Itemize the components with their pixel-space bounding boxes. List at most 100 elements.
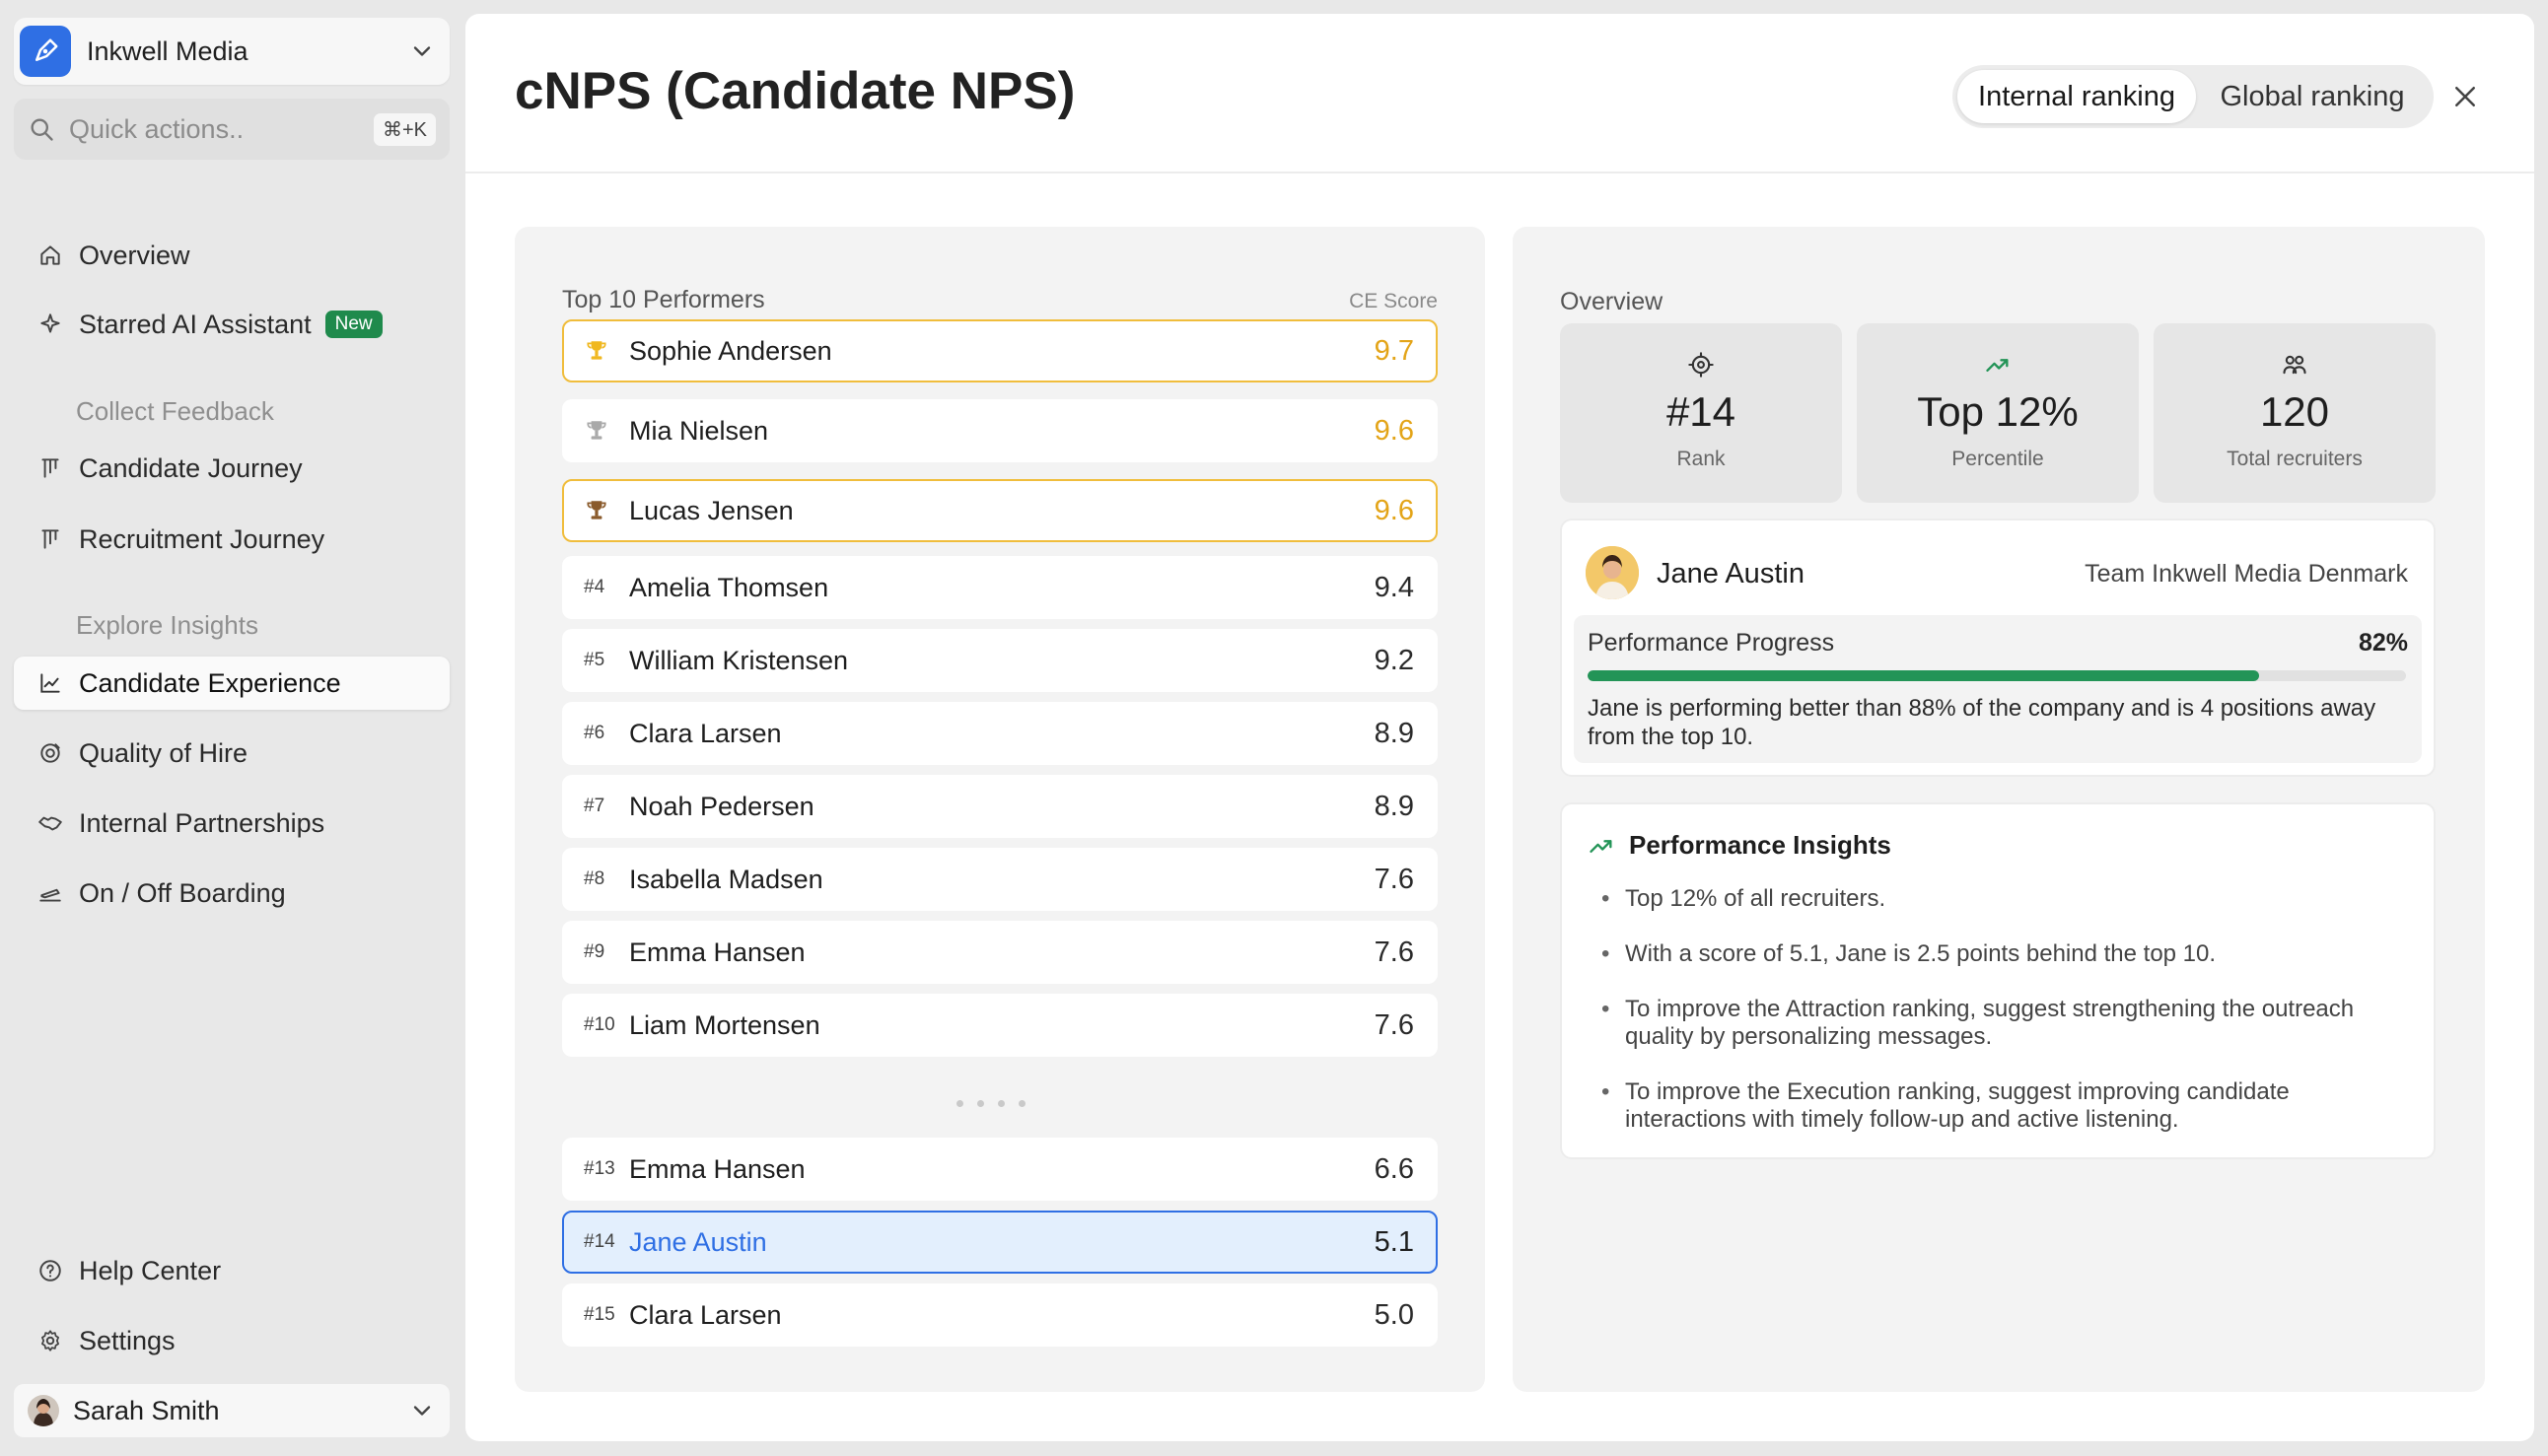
performer-name: Clara Larsen	[629, 1299, 782, 1330]
insights-title: Performance Insights	[1629, 830, 1891, 860]
performer-name: Lucas Jensen	[629, 495, 794, 525]
nav-label: Overview	[79, 240, 190, 270]
leaderboard-row[interactable]: #5 William Kristensen 9.2	[562, 629, 1438, 692]
nav-label: On / Off Boarding	[79, 877, 286, 908]
leaderboard-row[interactable]: #9 Emma Hansen 7.6	[562, 921, 1438, 984]
target-icon	[1688, 352, 1714, 378]
search-icon	[31, 118, 53, 141]
close-button[interactable]	[2443, 75, 2487, 118]
ce-score: 8.9	[1374, 790, 1414, 822]
ce-score: 7.6	[1374, 936, 1414, 968]
leaderboard-row[interactable]: #10 Liam Mortensen 7.6	[562, 994, 1438, 1057]
ce-score: 9.4	[1374, 571, 1414, 603]
nav-label: Candidate Experience	[79, 667, 341, 698]
stat-total-recruiters: 120 Total recruiters	[2154, 323, 2436, 503]
ce-score: 9.7	[1374, 334, 1414, 367]
internal-ranking-tab[interactable]: Internal ranking	[1957, 70, 2196, 123]
recruiter-profile-card: Jane Austin Team Inkwell Media Denmark P…	[1560, 519, 2436, 777]
ce-score: 6.6	[1374, 1152, 1414, 1185]
avatar	[28, 1395, 59, 1426]
quick-actions-search[interactable]: Quick actions.. ⌘+K	[14, 99, 450, 160]
journey-icon	[41, 458, 59, 478]
nav-candidate-experience[interactable]: Candidate Experience	[14, 657, 450, 710]
handshake-icon	[38, 816, 62, 831]
nav-overview[interactable]: Overview	[14, 229, 450, 282]
leaderboard-row[interactable]: Mia Nielsen 9.6	[562, 399, 1438, 462]
nav-quality-of-hire[interactable]: Quality of Hire	[14, 727, 450, 780]
quality-icon	[40, 743, 60, 763]
overview-title: Overview	[1560, 288, 1663, 315]
leaderboard-row[interactable]: #15 Clara Larsen 5.0	[562, 1283, 1438, 1347]
stat-value: Top 12%	[1917, 388, 2079, 435]
stat-rank: #14 Rank	[1560, 323, 1842, 503]
search-placeholder: Quick actions..	[69, 113, 245, 144]
nav-label: Settings	[79, 1325, 176, 1355]
performance-progress: Performance Progress 82% Jane is perform…	[1574, 615, 2422, 763]
progress-value: 82%	[2358, 629, 2408, 657]
recruiter-name: Jane Austin	[1657, 558, 1805, 589]
nav-candidate-journey[interactable]: Candidate Journey	[14, 442, 450, 495]
plane-icon	[39, 888, 61, 902]
trend-up-icon	[1986, 359, 2009, 372]
section-explore-insights: Explore Insights	[76, 610, 258, 640]
leaderboard-row[interactable]: #7 Noah Pedersen 8.9	[562, 775, 1438, 838]
rank-number: #4	[584, 577, 605, 597]
progress-label: Performance Progress	[1588, 629, 1835, 657]
nav-settings[interactable]: Settings	[14, 1314, 450, 1367]
leaderboard-row[interactable]: #13 Emma Hansen 6.6	[562, 1138, 1438, 1201]
journey-icon	[41, 529, 59, 549]
nav-starred-ai-assistant[interactable]: Starred AI Assistant New	[14, 298, 450, 351]
users-icon	[2283, 355, 2306, 375]
sidebar: Inkwell Media Quick actions.. ⌘+K Overvi…	[0, 0, 465, 1456]
leaderboard-row[interactable]: #4 Amelia Thomsen 9.4	[562, 556, 1438, 619]
rank-number: #10	[584, 1014, 615, 1035]
leaderboard-header: Top 10 Performers CE Score	[562, 286, 1438, 314]
insight-item: To improve the Execution ranking, sugges…	[1601, 1078, 2400, 1134]
ranking-toggle: Internal ranking Global ranking	[1952, 65, 2434, 128]
rank-number: #9	[584, 941, 605, 962]
performer-name: Noah Pedersen	[629, 791, 814, 821]
user-menu[interactable]: Sarah Smith	[14, 1384, 450, 1437]
leaderboard-row[interactable]: #6 Clara Larsen 8.9	[562, 702, 1438, 765]
performer-name: Clara Larsen	[629, 718, 782, 748]
trend-up-icon	[1590, 839, 1612, 853]
leaderboard-row[interactable]: #8 Isabella Madsen 7.6	[562, 848, 1438, 911]
home-icon	[40, 245, 60, 265]
ce-score: 7.6	[1374, 863, 1414, 895]
nav-recruitment-journey[interactable]: Recruitment Journey	[14, 513, 450, 566]
workspace-switcher[interactable]: Inkwell Media	[14, 18, 450, 85]
ce-score: 7.6	[1374, 1008, 1414, 1041]
user-name: Sarah Smith	[73, 1395, 220, 1425]
performer-name: Emma Hansen	[629, 936, 806, 967]
leaderboard-row[interactable]: Sophie Andersen 9.7	[562, 319, 1438, 382]
nav-label: Internal Partnerships	[79, 807, 325, 838]
ce-score: 9.6	[1374, 494, 1414, 526]
ellipsis-separator	[956, 1100, 1026, 1107]
nav-label: Starred AI Assistant	[79, 309, 312, 339]
ce-score: 5.1	[1374, 1225, 1414, 1258]
nav-help-center[interactable]: Help Center	[14, 1244, 450, 1297]
stat-value: 120	[2259, 388, 2330, 435]
chevron-down-icon	[413, 1406, 431, 1416]
panel-header: cNPS (Candidate NPS) Internal ranking Gl…	[465, 14, 2534, 173]
leaderboard-row[interactable]: Lucas Jensen 9.6	[562, 479, 1438, 542]
trophy-icon	[584, 418, 621, 444]
leaderboard-title: Top 10 Performers	[562, 286, 765, 313]
nav-label: Help Center	[79, 1255, 222, 1285]
line-chart-icon	[40, 673, 60, 693]
performer-name: Jane Austin	[629, 1226, 767, 1257]
insight-item: Top 12% of all recruiters.	[1601, 885, 2400, 913]
shortcut-hint: ⌘+K	[373, 112, 436, 146]
stat-label: Total recruiters	[2227, 448, 2363, 470]
rank-number: #14	[584, 1231, 615, 1252]
leaderboard-card: Top 10 Performers CE Score Sophie Anders…	[515, 227, 1485, 1392]
performer-name: Sophie Andersen	[629, 335, 832, 366]
global-ranking-tab[interactable]: Global ranking	[2220, 80, 2405, 112]
ce-score: 5.0	[1374, 1298, 1414, 1331]
nav-onoff-boarding[interactable]: On / Off Boarding	[14, 867, 450, 920]
nav-internal-partnerships[interactable]: Internal Partnerships	[14, 797, 450, 850]
main-panel: cNPS (Candidate NPS) Internal ranking Gl…	[465, 14, 2534, 1441]
leaderboard-row-current-user[interactable]: #14 Jane Austin 5.1	[562, 1211, 1438, 1274]
avatar	[1586, 546, 1639, 599]
rank-number: #13	[584, 1158, 615, 1179]
